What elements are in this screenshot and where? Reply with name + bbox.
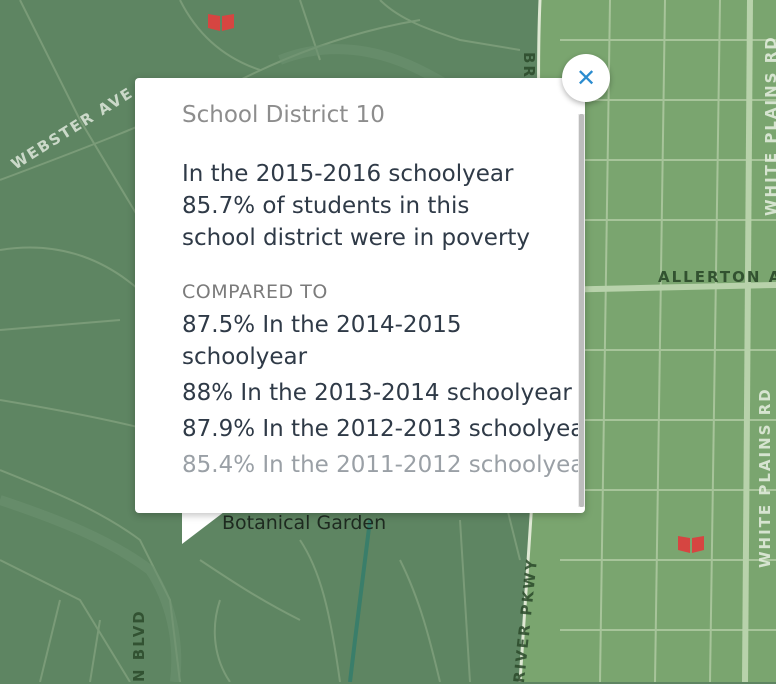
comparison-item: 88% In the 2013-2014 schoolyear: [182, 380, 572, 406]
close-icon: ✕: [575, 64, 597, 92]
popup-content[interactable]: School District 10 In the 2015-2016 scho…: [135, 78, 585, 513]
street-label-blvd: N BLVD: [130, 609, 148, 682]
place-label-botanical-garden: Botanical Garden: [222, 512, 387, 534]
poverty-summary: In the 2015-2016 schoolyear 85.7% of stu…: [182, 158, 530, 254]
school-book-icon[interactable]: [206, 10, 236, 32]
river: [348, 519, 372, 682]
popup-scrollbar-thumb[interactable]: [579, 114, 584, 507]
popup-title: School District 10: [182, 102, 385, 128]
popup-pointer: [182, 512, 224, 544]
summary-line: In the 2015-2016 schoolyear: [182, 161, 514, 187]
close-popup-button[interactable]: ✕: [562, 54, 610, 102]
major-roads-right: [549, 0, 776, 682]
compared-to-label: COMPARED TO: [182, 281, 328, 303]
district-info-popup: School District 10 In the 2015-2016 scho…: [135, 78, 585, 513]
comparison-line: 87.5% In the 2014-2015: [182, 312, 462, 338]
school-book-icon[interactable]: [676, 532, 706, 554]
comparison-line: schoolyear: [182, 344, 308, 370]
comparison-item: 87.9% In the 2012-2013 schoolyear: [182, 416, 585, 442]
street-label-allerton-av: ALLERTON AV: [658, 268, 776, 286]
summary-line: 85.7% of students in this: [182, 193, 470, 219]
comparison-item: 87.5% In the 2014-2015 schoolyear: [182, 309, 461, 373]
comparison-item: 85.4% In the 2011-2012 schoolyear: [182, 452, 585, 478]
summary-line: school district were in poverty: [182, 225, 531, 251]
street-label-white-plains-rd-bottom: WHITE PLAINS RD: [756, 387, 774, 568]
street-label-br: BR: [520, 52, 538, 79]
street-network-right: [560, 0, 776, 682]
street-label-white-plains-rd-top: WHITE PLAINS RD: [762, 35, 776, 216]
